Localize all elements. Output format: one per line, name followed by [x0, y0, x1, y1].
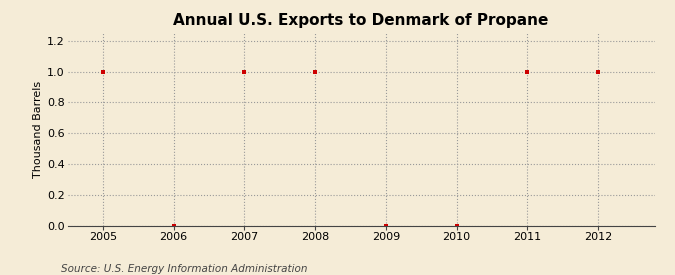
Y-axis label: Thousand Barrels: Thousand Barrels [33, 81, 43, 178]
Text: Source: U.S. Energy Information Administration: Source: U.S. Energy Information Administ… [61, 264, 307, 274]
Title: Annual U.S. Exports to Denmark of Propane: Annual U.S. Exports to Denmark of Propan… [173, 13, 549, 28]
